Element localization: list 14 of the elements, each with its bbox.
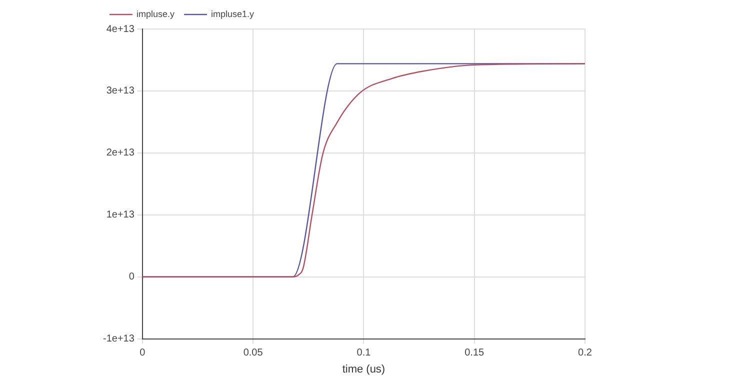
x-axis-title: time (us) — [342, 363, 386, 376]
x-tick-label: 0.05 — [243, 348, 264, 359]
y-tick-label: 1e+13 — [106, 210, 135, 221]
x-tick-label: 0.2 — [578, 348, 592, 359]
y-tick-label: 2e+13 — [106, 148, 135, 159]
x-tick-label: 0.15 — [464, 348, 485, 359]
y-tick-label: 0 — [128, 272, 135, 283]
x-tick-label: 0 — [140, 348, 146, 359]
x-tick-label: 0.1 — [356, 348, 372, 359]
y-tick-label: 3e+13 — [106, 86, 135, 97]
y-tick-label: -1e+13 — [102, 334, 135, 345]
y-tick-label: 4e+13 — [106, 24, 135, 35]
legend-label: impluse.y — [136, 8, 176, 19]
legend-label: impluse1.y — [211, 8, 255, 19]
